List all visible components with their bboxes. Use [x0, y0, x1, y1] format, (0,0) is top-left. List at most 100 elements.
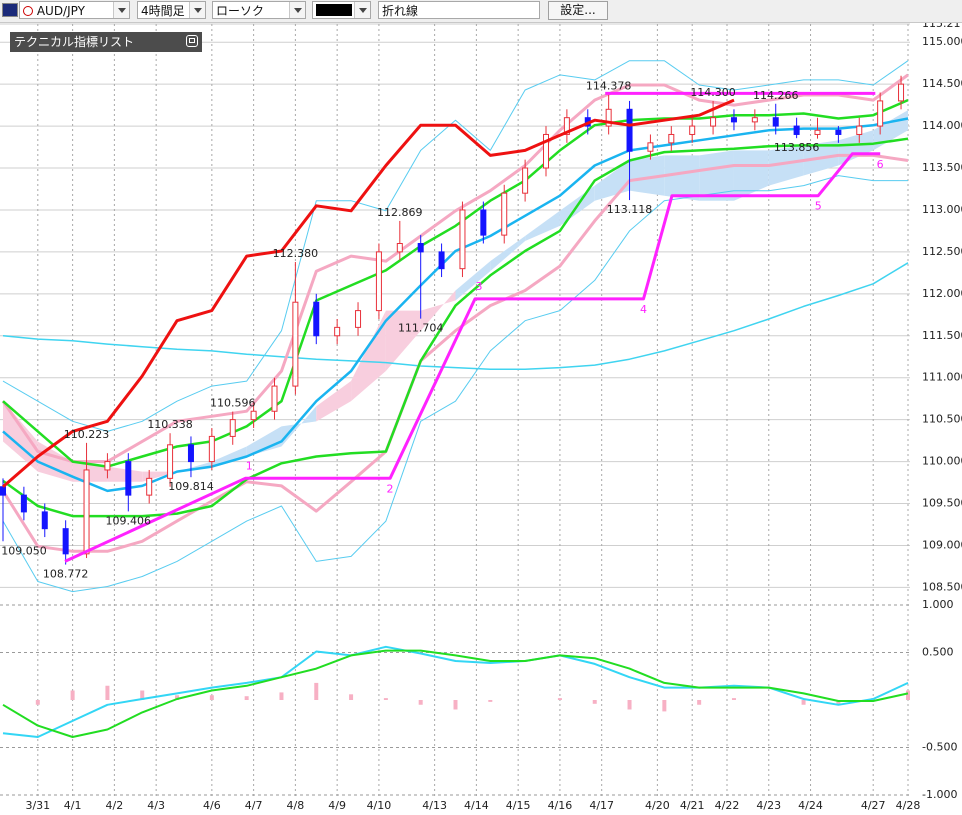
cloud-segment [420, 290, 456, 331]
cloud-segment [385, 310, 421, 371]
cloud-segment [455, 261, 491, 301]
histogram-bar [70, 690, 75, 700]
candle-body [292, 301, 299, 387]
candle-body [20, 494, 27, 513]
wave-label: 5 [815, 200, 822, 213]
x-tick-label: 4/9 [328, 799, 346, 812]
y-tick-label: -1.000 [922, 788, 957, 801]
x-tick-label: 4/23 [756, 799, 781, 812]
histogram-bar [801, 700, 806, 705]
candle-body [710, 117, 717, 127]
timeframe-select[interactable]: 4時間足 [137, 1, 206, 19]
candle-body [543, 133, 549, 169]
x-tick-label: 4/8 [287, 799, 305, 812]
x-tick-label: 4/22 [715, 799, 740, 812]
cloud-segment [490, 235, 526, 272]
x-tick-label: 4/21 [680, 799, 705, 812]
settings-label: 設定... [560, 3, 596, 17]
y-tick-label: 110.500 [922, 413, 962, 426]
indicator-line [1, 153, 909, 553]
candle-body [814, 129, 821, 135]
x-tick-label: 4/10 [367, 799, 392, 812]
candle-body [772, 117, 779, 127]
histogram-bar [906, 690, 910, 700]
indicator-line [1, 73, 909, 464]
histogram-bar [105, 685, 110, 700]
x-tick-label: 4/13 [422, 799, 447, 812]
settings-button[interactable]: 設定... [548, 1, 608, 20]
cloud-segment [838, 130, 874, 166]
low-price-label: 109.814 [168, 480, 214, 493]
candle-body [355, 310, 362, 328]
candle-body [208, 435, 215, 463]
candle-body [104, 461, 111, 471]
histogram-bar [557, 698, 562, 700]
flag-icon [2, 3, 18, 17]
wave-label: 1 [246, 459, 253, 472]
histogram-bar [731, 698, 736, 700]
x-tick-label: 4/17 [589, 799, 614, 812]
candle-body [668, 133, 675, 144]
chart-style-select[interactable]: ローソク [212, 1, 306, 19]
y-tick-label: 109.000 [922, 538, 962, 551]
y-tick-label: 112.000 [922, 287, 962, 300]
cloud-segment [699, 150, 734, 201]
y-tick-label: 0.500 [922, 646, 954, 659]
y-tick-label: 109.500 [922, 497, 962, 510]
y-tick-label: 113.000 [922, 203, 962, 216]
high-price-label: 112.869 [377, 206, 423, 219]
low-price-label: 113.856 [774, 141, 820, 154]
y-tick-label: 111.500 [922, 329, 962, 342]
grid-layer [0, 23, 910, 798]
histogram-bar [209, 695, 214, 700]
histogram-bar [453, 700, 458, 710]
histogram-bar [314, 682, 319, 700]
cloud-segment [316, 381, 352, 422]
histogram-bar [418, 700, 423, 705]
wave-label: 4 [640, 303, 647, 316]
low-price-label: 111.704 [398, 322, 444, 335]
high-price-label: 110.596 [210, 397, 256, 410]
indicator-line [2, 137, 909, 518]
candle-body [0, 486, 6, 496]
histogram-bar [592, 700, 597, 704]
high-price-label: 114.378 [586, 79, 632, 92]
wave-label: 2 [387, 482, 394, 495]
candle-body [501, 192, 508, 236]
histogram-bar [349, 694, 354, 700]
histogram-bar [35, 700, 40, 705]
candle-body [62, 528, 69, 555]
candle-body [375, 251, 382, 312]
x-tick-label: 4/6 [203, 799, 221, 812]
y-tick-label: 110.000 [922, 455, 962, 468]
cloud-segment [664, 155, 700, 201]
cloud-segment [107, 466, 143, 482]
color-select[interactable] [312, 1, 371, 19]
indicator-line [2, 60, 909, 432]
low-price-label: 108.772 [43, 568, 89, 581]
y-tick-label: 113.500 [922, 161, 962, 174]
candle-body [522, 167, 529, 194]
chart-style: ローソク [216, 4, 265, 18]
symbol-select[interactable]: AUD/JPY [19, 1, 130, 19]
indicator-line [2, 175, 908, 593]
histogram-bar [244, 696, 249, 700]
cloud-segment [281, 406, 317, 447]
low-price-label: 109.050 [1, 544, 47, 557]
y-tick-label: 108.500 [922, 580, 962, 593]
line-style-select[interactable]: 折れ線 [378, 1, 540, 19]
x-tick-label: 4/14 [464, 799, 489, 812]
candle-body [271, 385, 278, 412]
histogram-bar [697, 700, 702, 705]
y-tick-label: 112.500 [922, 245, 962, 258]
candle-body [626, 108, 633, 152]
x-tick-label: 4/15 [506, 799, 531, 812]
candle-body [167, 444, 174, 479]
high-price-label: 114.300 [690, 86, 736, 99]
candle-body [187, 444, 194, 463]
wave-label: 3 [475, 280, 482, 293]
indicator-panel[interactable]: テクニカル指標リスト [10, 32, 202, 52]
candle-body [229, 419, 236, 437]
candle-body [877, 100, 884, 127]
